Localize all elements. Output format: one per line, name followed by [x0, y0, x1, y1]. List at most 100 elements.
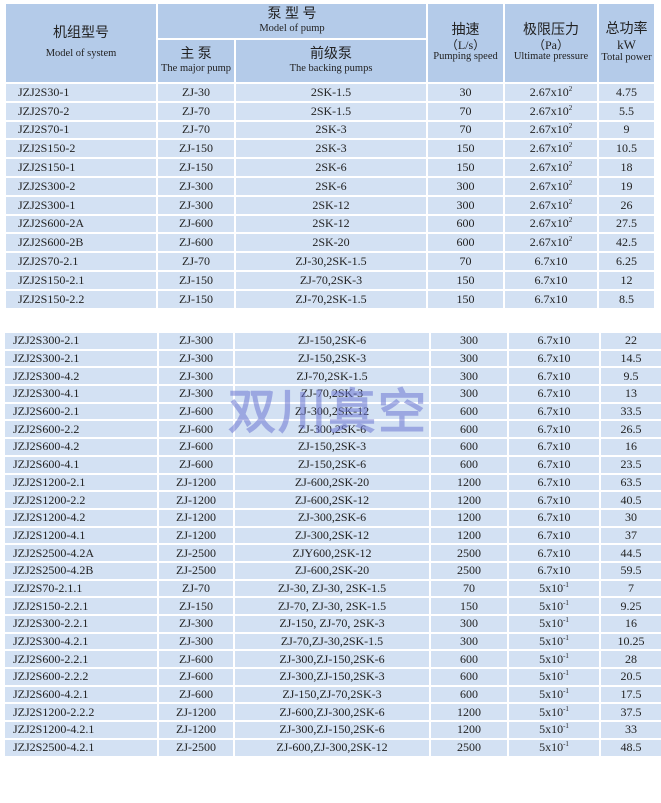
- cell-system-model: JZJ2S30-1: [4, 82, 158, 103]
- ultimate-pressure-value: 6.7x10: [534, 291, 568, 306]
- major-pump-value: ZJ-300: [179, 351, 213, 366]
- table-row: JZJ2S2500-4.2A ZJ-2500 ZJY600,2SK-12 2500 6.…: [3, 543, 661, 563]
- ultimate-pressure-value: 2.67x10: [529, 141, 569, 156]
- header-pressure-unit: （Pa）: [533, 37, 570, 52]
- backing-pumps-value: ZJ-70,2SK-3: [299, 272, 363, 287]
- cell-major-pump: ZJ-1200: [157, 720, 235, 740]
- cell-pumping-speed: 1200: [429, 720, 509, 740]
- backing-pumps-value: ZJ-70,2SK-3: [300, 386, 364, 401]
- system-model-value: JZJ2S600-4.2: [13, 439, 80, 454]
- cell-pumping-speed: 300: [429, 631, 509, 652]
- pumping-speed-value: 1200: [457, 722, 481, 737]
- cell-major-pump: ZJ-600: [157, 401, 235, 422]
- cell-ultimate-pressure: 5x10-1: [507, 631, 601, 652]
- header-speed-cn: 抽速: [451, 22, 480, 38]
- ultimate-pressure-value: 6.7x10: [537, 351, 571, 366]
- table-row: JZJ2S150-1 ZJ-150 2SK-6 150 2.67x102 18: [4, 157, 657, 178]
- cell-major-pump: ZJ-150: [156, 138, 236, 160]
- cell-pumping-speed: 150: [426, 138, 506, 160]
- cell-total-power: 37: [599, 525, 661, 546]
- cell-pumping-speed: 300: [426, 194, 506, 216]
- ultimate-pressure-value: 5x10: [539, 704, 564, 719]
- cell-total-power: 40.5: [599, 490, 661, 510]
- pumping-speed-value: 2500: [457, 740, 481, 755]
- system-model-value: JZJ2S150-2.1: [18, 272, 85, 287]
- pumping-speed-value: 70: [459, 103, 472, 118]
- pumping-speed-value: 1200: [457, 527, 481, 542]
- total-power-value: 37.5: [620, 704, 642, 719]
- system-model-value: JZJ2S300-4.2.1: [13, 634, 89, 649]
- header-pump-en: Model of pump: [259, 22, 325, 34]
- pumping-speed-value: 2500: [457, 563, 481, 578]
- backing-pumps-value: ZJ-70, ZJ-30, 2SK-1.5: [277, 598, 387, 613]
- cell-pumping-speed: 70: [426, 251, 506, 272]
- ultimate-pressure-value: 5x10: [539, 651, 564, 666]
- total-power-value: 16: [625, 616, 637, 631]
- backing-pumps-value: ZJ-600,2SK-12: [294, 492, 370, 507]
- backing-pumps-value: ZJY600,2SK-12: [292, 545, 372, 560]
- pressure-exponent: -1: [563, 598, 569, 607]
- table-row: JZJ2S70-2 ZJ-70 2SK-1.5 70 2.67x102 5.5: [4, 100, 657, 122]
- cell-pumping-speed: 600: [429, 437, 509, 457]
- cell-backing-pumps: ZJ-300,2SK-12: [233, 401, 431, 422]
- cell-backing-pumps: ZJ-600,ZJ-300,2SK-6: [233, 702, 431, 723]
- major-pump-value: ZJ-1200: [176, 474, 216, 489]
- total-power-value: 33: [625, 722, 637, 737]
- cell-total-power: 26: [597, 194, 657, 216]
- major-pump-value: ZJ-1200: [176, 527, 216, 542]
- ultimate-pressure-value: 5x10: [539, 669, 564, 684]
- pressure-exponent: -1: [563, 651, 569, 660]
- pump-spec-table-top: 机组型号 Model of system 泵 型 号 Model of pump…: [4, 2, 657, 310]
- backing-pumps-value: ZJ-30,2SK-1.5: [295, 254, 367, 269]
- cell-total-power: 37.5: [599, 702, 661, 723]
- system-model-value: JZJ2S2500-4.2B: [13, 563, 94, 578]
- cell-total-power: 13: [599, 384, 661, 404]
- ultimate-pressure-value: 6.7x10: [537, 421, 571, 436]
- cell-system-model: JZJ2S150-1: [4, 157, 158, 178]
- cell-backing-pumps: 2SK-6: [233, 157, 429, 178]
- pumping-speed-value: 300: [460, 351, 478, 366]
- cell-backing-pumps: ZJ-150,2SK-3: [233, 437, 431, 457]
- cell-ultimate-pressure: 6.7x10: [503, 269, 600, 291]
- cell-pumping-speed: 1200: [429, 702, 509, 723]
- header-system: 机组型号 Model of system: [4, 2, 158, 84]
- cell-major-pump: ZJ-300: [157, 614, 235, 634]
- cell-pumping-speed: 150: [429, 596, 509, 616]
- cell-total-power: 5.5: [597, 100, 657, 122]
- cell-backing-pumps: ZJ-600,2SK-12: [233, 490, 431, 510]
- cell-pumping-speed: 600: [429, 454, 509, 475]
- ultimate-pressure-value: 5x10: [539, 616, 564, 631]
- header-pressure-cn: 极限压力: [523, 22, 580, 38]
- cell-major-pump: ZJ-150: [156, 269, 236, 291]
- cell-backing-pumps: ZJ-150,2SK-6: [233, 454, 431, 475]
- total-power-value: 48.5: [620, 740, 642, 755]
- cell-backing-pumps: 2SK-6: [233, 175, 429, 197]
- cell-total-power: 59.5: [599, 560, 661, 581]
- cell-system-model: JZJ2S2500-4.2A: [3, 543, 159, 563]
- cell-major-pump: ZJ-30: [156, 82, 236, 103]
- cell-pumping-speed: 300: [429, 614, 509, 634]
- cell-ultimate-pressure: 5x10-1: [507, 614, 601, 634]
- cell-pumping-speed: 600: [429, 649, 509, 670]
- cell-total-power: 28: [599, 649, 661, 670]
- pressure-exponent: 2: [568, 178, 573, 187]
- cell-major-pump: ZJ-300: [156, 194, 236, 216]
- cell-major-pump: ZJ-600: [157, 684, 235, 705]
- header-pump-cn: 泵 型 号: [267, 7, 317, 23]
- total-power-value: 27.5: [616, 216, 638, 231]
- backing-pumps-value: ZJ-70,2SK-1.5: [295, 291, 367, 306]
- system-model-value: JZJ2S150-2: [18, 141, 76, 156]
- header-system-cn: 机组型号: [53, 26, 109, 42]
- cell-pumping-speed: 150: [426, 288, 506, 310]
- cell-system-model: JZJ2S600-4.1: [3, 454, 159, 475]
- total-power-value: 44.5: [620, 545, 642, 560]
- cell-major-pump: ZJ-1200: [157, 702, 235, 723]
- major-pump-value: ZJ-300: [179, 178, 213, 193]
- header-major-en: The major pump: [161, 62, 231, 74]
- table-row: JZJ2S1200-2.2 ZJ-1200 ZJ-600,2SK-12 1200 6.7…: [3, 490, 661, 510]
- major-pump-value: ZJ-300: [179, 333, 213, 348]
- table-row: JZJ2S150-2 ZJ-150 2SK-3 150 2.67x102 10.5: [4, 138, 657, 160]
- cell-ultimate-pressure: 6.7x10: [507, 525, 601, 546]
- pumping-speed-value: 2500: [457, 545, 481, 560]
- major-pump-value: ZJ-150: [179, 291, 213, 306]
